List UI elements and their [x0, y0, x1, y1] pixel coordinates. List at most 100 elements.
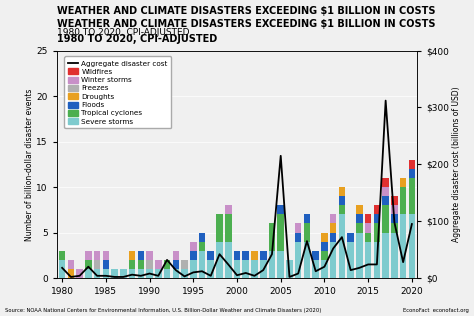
Bar — [102, 269, 109, 278]
Bar — [251, 260, 258, 278]
Bar — [409, 214, 415, 278]
Aggregate disaster cost — [356, 266, 362, 270]
Bar — [347, 233, 354, 242]
Aggregate disaster cost — [68, 275, 74, 279]
Bar — [365, 242, 372, 278]
Bar — [277, 251, 284, 278]
Aggregate disaster cost — [295, 272, 301, 276]
Aggregate disaster cost — [348, 268, 354, 272]
Bar — [356, 205, 363, 214]
Aggregate disaster cost — [147, 272, 153, 276]
Bar — [391, 214, 398, 223]
Bar — [173, 260, 179, 269]
Bar — [199, 242, 205, 251]
Bar — [295, 223, 301, 233]
Bar — [383, 233, 389, 278]
Legend: Aggregate disaster cost, Wildfires, Winter storms, Freezes, Droughts, Floods, Tr: Aggregate disaster cost, Wildfires, Wint… — [64, 57, 172, 128]
Bar — [321, 251, 328, 260]
Bar — [181, 260, 188, 269]
Bar — [137, 251, 144, 260]
Aggregate disaster cost — [217, 252, 222, 256]
Bar — [111, 269, 118, 278]
Aggregate disaster cost — [269, 252, 275, 256]
Bar — [199, 251, 205, 278]
Bar — [365, 223, 372, 233]
Bar — [365, 233, 372, 242]
Bar — [295, 242, 301, 278]
Aggregate disaster cost — [120, 275, 126, 279]
Bar — [330, 223, 337, 233]
Bar — [374, 205, 380, 214]
Aggregate disaster cost — [173, 268, 179, 272]
Bar — [164, 260, 170, 269]
Aggregate disaster cost — [164, 258, 170, 262]
Aggregate disaster cost — [94, 274, 100, 278]
Aggregate disaster cost — [330, 246, 336, 250]
Bar — [330, 233, 337, 242]
Bar — [295, 233, 301, 242]
Bar — [208, 260, 214, 278]
Bar — [338, 214, 345, 278]
Bar — [59, 260, 65, 278]
Line: Aggregate disaster cost: Aggregate disaster cost — [62, 100, 412, 277]
Bar — [277, 214, 284, 251]
Aggregate disaster cost — [260, 268, 266, 272]
Bar — [260, 251, 266, 260]
Bar — [304, 242, 310, 278]
Bar — [286, 260, 293, 278]
Text: 1980 TO 2020, CPI-ADJUSTED: 1980 TO 2020, CPI-ADJUSTED — [57, 28, 190, 37]
Aggregate disaster cost — [226, 263, 231, 266]
Aggregate disaster cost — [138, 274, 144, 278]
Bar — [164, 269, 170, 278]
Bar — [225, 214, 231, 242]
Bar — [269, 251, 275, 278]
Bar — [190, 251, 197, 260]
Bar — [330, 214, 337, 223]
Bar — [383, 205, 389, 233]
Aggregate disaster cost — [182, 275, 187, 278]
Bar — [102, 260, 109, 269]
Bar — [374, 242, 380, 278]
Bar — [225, 242, 231, 278]
Text: WEATHER AND CLIMATE DISASTERS EXCEEDING $1 BILLION IN COSTS
1980 TO 2020, CPI-AD: WEATHER AND CLIMATE DISASTERS EXCEEDING … — [57, 19, 436, 44]
Text: Source: NOAA National Centers for Environmental Information, U.S. Billion-Dollar: Source: NOAA National Centers for Enviro… — [5, 308, 321, 313]
Bar — [137, 269, 144, 278]
Bar — [277, 205, 284, 214]
Bar — [94, 260, 100, 269]
Bar — [391, 205, 398, 214]
Aggregate disaster cost — [339, 235, 345, 239]
Bar — [76, 269, 83, 278]
Aggregate disaster cost — [287, 275, 292, 279]
Bar — [321, 242, 328, 251]
Bar — [102, 251, 109, 260]
Bar — [251, 251, 258, 260]
Bar — [68, 269, 74, 278]
Aggregate disaster cost — [383, 99, 389, 102]
Bar — [216, 214, 223, 242]
Bar — [383, 196, 389, 205]
Bar — [129, 269, 136, 278]
Aggregate disaster cost — [112, 275, 118, 279]
Bar — [68, 260, 74, 269]
Bar — [129, 260, 136, 269]
Y-axis label: Number of billion-dollar disaster events: Number of billion-dollar disaster events — [25, 88, 34, 240]
Bar — [400, 178, 406, 187]
Aggregate disaster cost — [59, 266, 65, 270]
Bar — [146, 269, 153, 278]
Bar — [338, 187, 345, 196]
Aggregate disaster cost — [208, 274, 214, 278]
Bar — [59, 251, 65, 260]
Bar — [155, 260, 162, 269]
Bar — [225, 205, 231, 214]
Bar — [94, 251, 100, 260]
Bar — [391, 233, 398, 278]
Bar — [304, 214, 310, 223]
Bar — [234, 260, 240, 278]
Bar — [356, 233, 363, 278]
Aggregate disaster cost — [252, 274, 257, 278]
Bar — [374, 223, 380, 242]
Bar — [269, 223, 275, 251]
Aggregate disaster cost — [155, 274, 161, 278]
Bar — [85, 251, 91, 260]
Bar — [208, 251, 214, 260]
